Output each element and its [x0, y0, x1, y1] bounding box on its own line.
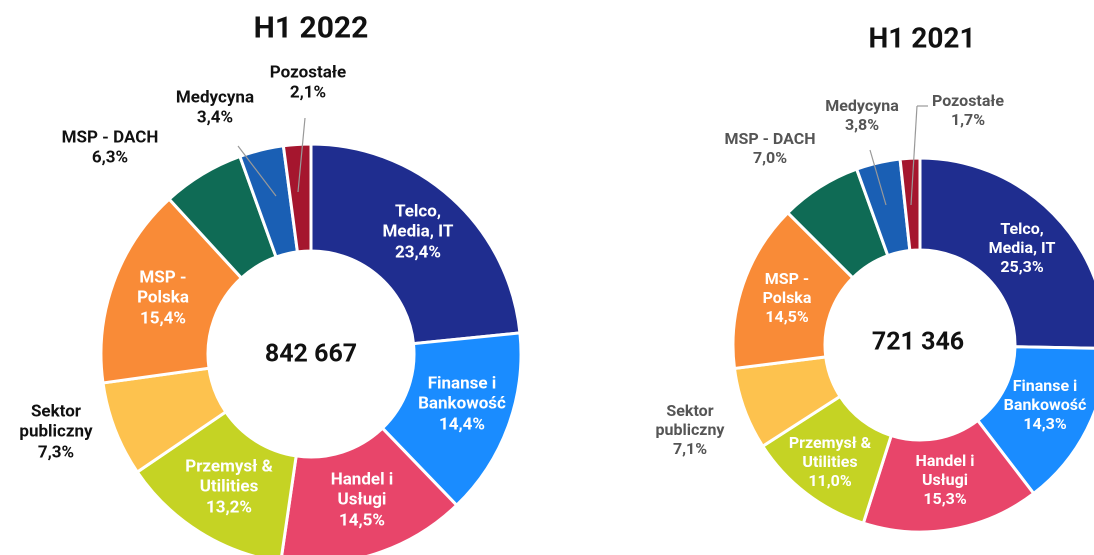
- leader-line: [297, 117, 306, 193]
- value-label: 2,1%: [289, 83, 327, 103]
- value-label: 14,4%: [438, 414, 485, 435]
- slice-label: Finanse i Bankowość 14,3%: [990, 376, 1094, 434]
- slice-label: MSP - DACH 6,3%: [55, 128, 165, 169]
- value-label: 25,3%: [1000, 257, 1044, 277]
- leader-lines: [237, 105, 928, 206]
- slice-label: Finanse i Bankowość 14,4%: [407, 373, 517, 434]
- donut-slice: [280, 426, 459, 555]
- slice-label: Handel i Usługi 15,3%: [905, 451, 985, 509]
- slice-label: Przemysł & Utilities 11,0%: [773, 433, 888, 491]
- donut-slice: [281, 142, 313, 254]
- value-label: 3,4%: [196, 108, 234, 128]
- value-label: 6,3%: [91, 148, 129, 168]
- slice-label: Handel i Usługi 14,5%: [317, 469, 407, 530]
- chart-title: H1 2021: [868, 21, 976, 55]
- category-name: MSP - Polska: [137, 267, 189, 308]
- slice-label: Medycyna 3,4%: [165, 88, 265, 129]
- slice-label: Pozostałe 1,7%: [918, 91, 1018, 129]
- center-total: 721 346: [871, 327, 965, 357]
- value-label: 7,3%: [37, 442, 75, 463]
- category-name: Przemysł & Utilities: [788, 433, 872, 472]
- slice-label: Telco, Media, IT 25,3%: [975, 219, 1070, 277]
- category-name: Handel i Usługi: [915, 451, 975, 490]
- value-label: 3,8%: [844, 115, 880, 134]
- value-label: 7,1%: [672, 439, 708, 459]
- category-name: Pozostałe: [269, 62, 347, 83]
- category-name: Telco, Media, IT: [988, 219, 1056, 258]
- value-label: 14,3%: [1023, 414, 1067, 434]
- leader-line: [237, 145, 277, 197]
- category-name: Telco, Media, IT: [382, 201, 454, 242]
- leader-line: [869, 149, 887, 206]
- center-total: 842 667: [264, 339, 358, 369]
- leader-line: [910, 105, 918, 206]
- category-name: Finanse i Bankowość: [1003, 376, 1087, 415]
- value-label: 15,4%: [139, 308, 186, 329]
- donut-slice: [99, 197, 244, 385]
- category-name: Medycyna: [175, 87, 255, 108]
- category-name: Sektor publiczny: [655, 401, 725, 440]
- value-label: 14,5%: [765, 307, 809, 327]
- category-name: MSP - Polska: [762, 269, 812, 308]
- category-name: Medycyna: [825, 95, 899, 115]
- value-label: 15,3%: [923, 489, 967, 509]
- value-label: 23,4%: [394, 242, 441, 263]
- slice-label: MSP - Polska 14,5%: [747, 269, 827, 327]
- slice-label: Medycyna 3,8%: [812, 96, 912, 134]
- value-label: 1,7%: [950, 110, 986, 129]
- slice-label: Sektor publiczny 7,3%: [6, 401, 106, 462]
- category-name: Sektor publiczny: [19, 401, 93, 442]
- slice-label: Pozostałe 2,1%: [258, 63, 358, 104]
- slice-label: MSP - DACH 7,0%: [718, 129, 823, 167]
- donut-slice: [309, 142, 522, 346]
- slice-label: Sektor publiczny 7,1%: [640, 401, 740, 459]
- value-label: 14,5%: [338, 510, 385, 531]
- value-label: 7,0%: [752, 148, 788, 167]
- donut-slice: [898, 156, 922, 253]
- category-name: MSP - DACH: [724, 128, 816, 148]
- slice-label: MSP - Polska 15,4%: [118, 267, 208, 328]
- slice-label: Przemysł & Utilities 13,2%: [169, 456, 289, 517]
- chart-title: H1 2022: [253, 10, 369, 46]
- category-name: Pozostałe: [932, 90, 1004, 110]
- donut-slice: [918, 156, 1094, 350]
- category-name: MSP - DACH: [61, 127, 159, 148]
- slice-label: Telco, Media, IT 23,4%: [371, 201, 466, 262]
- category-name: Przemysł & Utilities: [185, 456, 273, 497]
- value-label: 11,0%: [808, 471, 852, 491]
- category-name: Handel i Usługi: [330, 469, 394, 510]
- slices: [99, 142, 1094, 555]
- value-label: 13,2%: [205, 497, 252, 518]
- category-name: Finanse i Bankowość: [418, 373, 506, 414]
